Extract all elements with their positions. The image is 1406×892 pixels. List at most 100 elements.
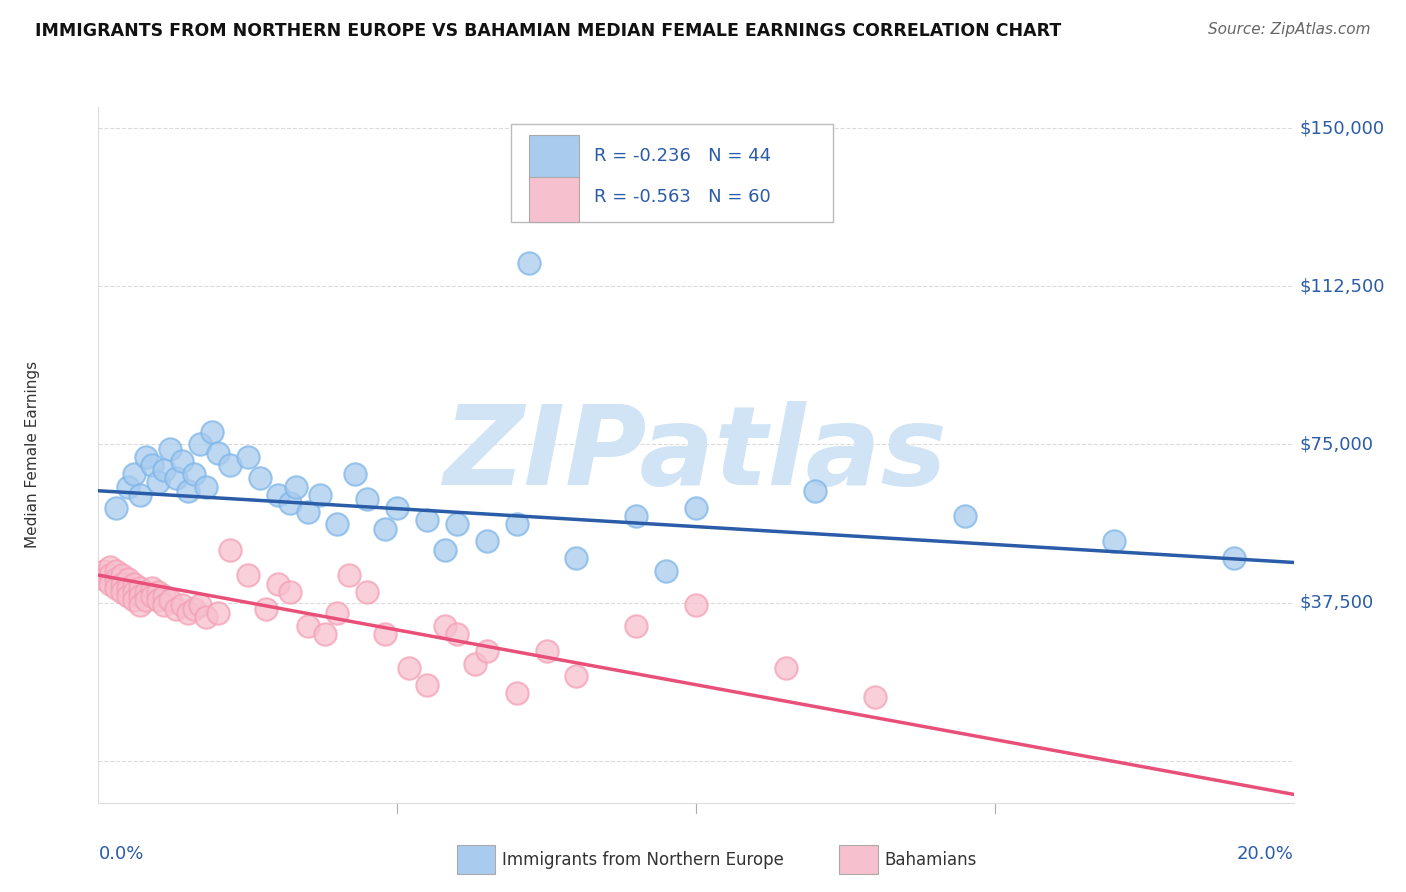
- Point: [117, 572, 139, 586]
- Point: [153, 463, 176, 477]
- Point: [135, 593, 157, 607]
- Point: [308, 488, 330, 502]
- Point: [865, 690, 887, 705]
- Point: [1223, 551, 1246, 566]
- Point: [188, 598, 211, 612]
- Point: [326, 606, 349, 620]
- Point: [194, 610, 218, 624]
- Point: [177, 606, 200, 620]
- Point: [159, 442, 181, 456]
- Point: [297, 505, 319, 519]
- Point: [398, 661, 420, 675]
- Point: [254, 602, 277, 616]
- Point: [141, 589, 163, 603]
- Point: [93, 572, 115, 586]
- Point: [105, 500, 128, 515]
- Point: [207, 606, 229, 620]
- Point: [475, 644, 498, 658]
- Point: [434, 542, 457, 557]
- Point: [356, 492, 378, 507]
- Point: [416, 513, 439, 527]
- Point: [117, 581, 139, 595]
- Text: $112,500: $112,500: [1299, 277, 1385, 295]
- FancyBboxPatch shape: [529, 135, 579, 180]
- Point: [464, 657, 486, 671]
- Point: [105, 564, 128, 578]
- Text: 0.0%: 0.0%: [98, 845, 143, 863]
- Text: R = -0.563   N = 60: R = -0.563 N = 60: [595, 188, 770, 206]
- Point: [517, 256, 540, 270]
- Point: [98, 568, 122, 582]
- Text: $75,000: $75,000: [1299, 435, 1374, 453]
- Point: [117, 589, 139, 603]
- Point: [655, 564, 678, 578]
- Point: [249, 471, 271, 485]
- Point: [624, 509, 647, 524]
- Text: $150,000: $150,000: [1299, 120, 1385, 137]
- Point: [124, 585, 146, 599]
- Point: [624, 618, 647, 632]
- Point: [153, 589, 176, 603]
- Point: [153, 598, 176, 612]
- Point: [278, 585, 301, 599]
- Point: [219, 542, 242, 557]
- Text: Immigrants from Northern Europe: Immigrants from Northern Europe: [502, 851, 785, 869]
- Point: [129, 598, 152, 612]
- Point: [475, 534, 498, 549]
- Point: [98, 559, 122, 574]
- Point: [775, 661, 797, 675]
- Text: 20.0%: 20.0%: [1237, 845, 1294, 863]
- Point: [111, 576, 134, 591]
- Point: [953, 509, 976, 524]
- Point: [446, 627, 468, 641]
- Point: [111, 568, 134, 582]
- Text: $37,500: $37,500: [1299, 593, 1374, 612]
- Point: [344, 467, 367, 481]
- Point: [188, 437, 211, 451]
- Point: [105, 572, 128, 586]
- Point: [183, 602, 205, 616]
- Point: [506, 517, 529, 532]
- Point: [565, 669, 588, 683]
- Point: [98, 576, 122, 591]
- Point: [148, 585, 170, 599]
- Point: [207, 446, 229, 460]
- Point: [385, 500, 409, 515]
- Point: [219, 458, 242, 473]
- Point: [416, 678, 439, 692]
- Point: [339, 568, 360, 582]
- Point: [129, 589, 152, 603]
- Point: [159, 593, 181, 607]
- Point: [135, 585, 157, 599]
- Point: [194, 479, 218, 493]
- Text: Median Female Earnings: Median Female Earnings: [25, 361, 41, 549]
- Point: [278, 496, 301, 510]
- Point: [446, 517, 468, 532]
- Point: [93, 564, 115, 578]
- Text: ZIPatlas: ZIPatlas: [444, 401, 948, 508]
- Point: [284, 479, 307, 493]
- Point: [267, 576, 290, 591]
- Point: [326, 517, 349, 532]
- Point: [148, 593, 170, 607]
- Text: IMMIGRANTS FROM NORTHERN EUROPE VS BAHAMIAN MEDIAN FEMALE EARNINGS CORRELATION C: IMMIGRANTS FROM NORTHERN EUROPE VS BAHAM…: [35, 22, 1062, 40]
- Point: [356, 585, 378, 599]
- Point: [172, 454, 194, 468]
- Text: Source: ZipAtlas.com: Source: ZipAtlas.com: [1208, 22, 1371, 37]
- Point: [177, 483, 200, 498]
- Point: [172, 598, 194, 612]
- FancyBboxPatch shape: [457, 846, 495, 874]
- Point: [117, 479, 139, 493]
- Text: Bahamians: Bahamians: [884, 851, 977, 869]
- Point: [236, 450, 259, 464]
- Point: [141, 458, 163, 473]
- Point: [297, 618, 319, 632]
- Point: [374, 522, 396, 536]
- Point: [183, 467, 205, 481]
- Point: [124, 576, 146, 591]
- Point: [124, 467, 146, 481]
- Point: [165, 602, 187, 616]
- Point: [105, 581, 128, 595]
- Point: [124, 593, 146, 607]
- Point: [506, 686, 529, 700]
